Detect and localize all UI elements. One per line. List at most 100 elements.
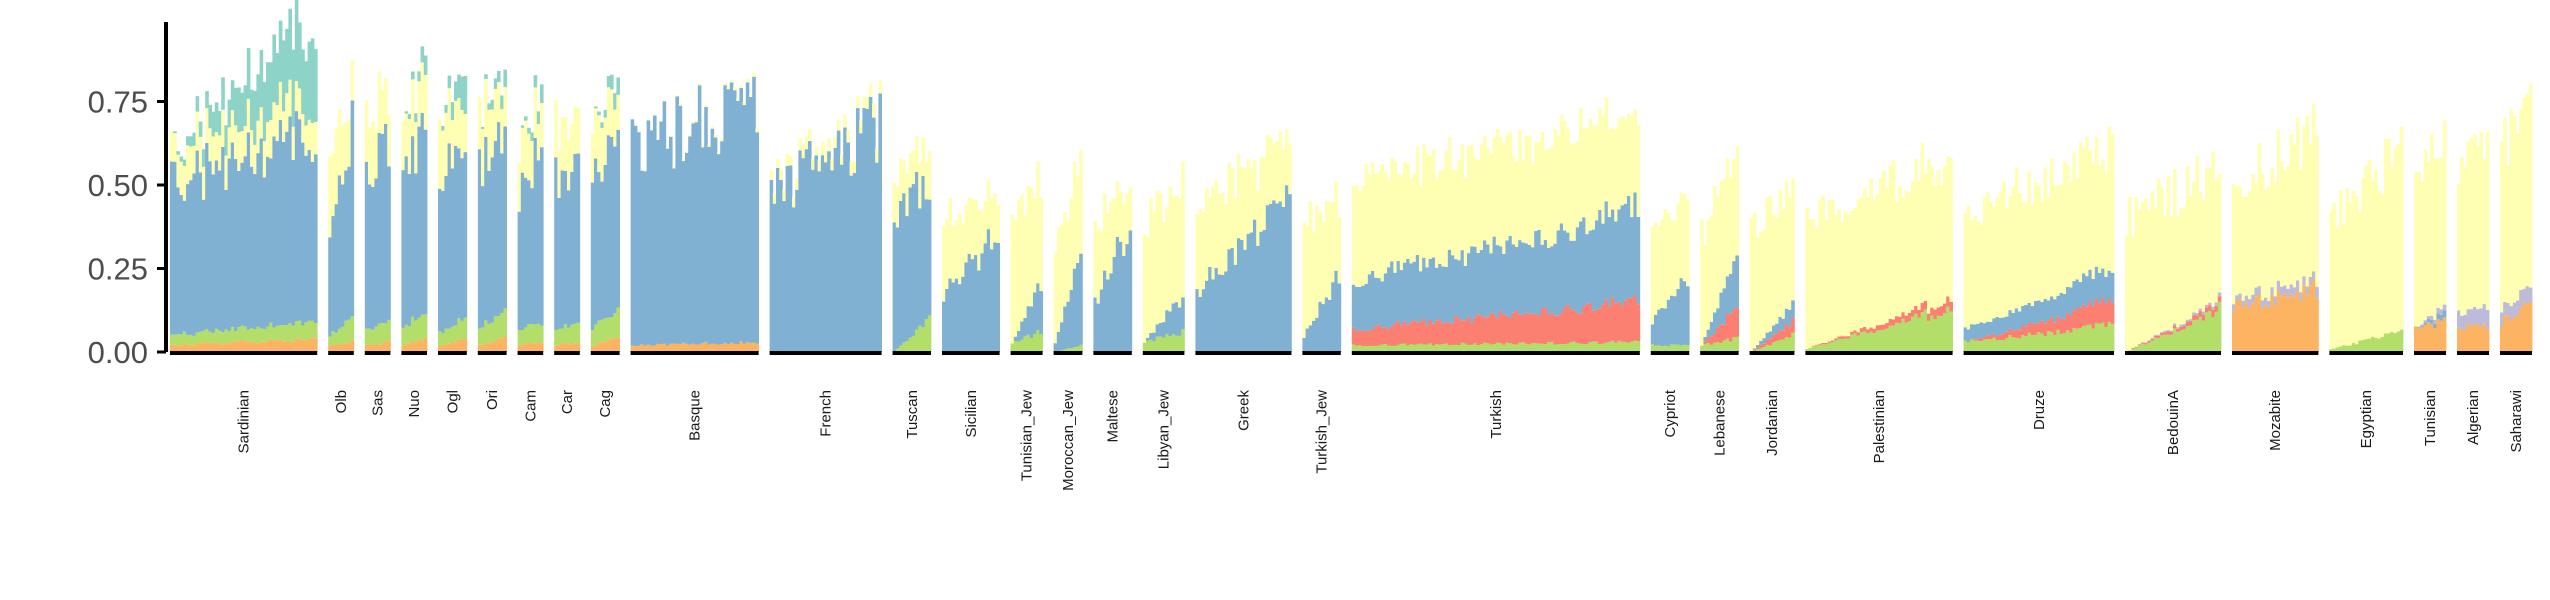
bar-segment-yellow (2144, 198, 2148, 343)
bar-segment-blue (237, 170, 241, 328)
individual-bar (633, 125, 638, 352)
bar-segment-blue (1585, 234, 1589, 304)
bar-segment-yellow (1992, 206, 1996, 319)
bar-segment-blue (1053, 343, 1058, 352)
bar-segment-blue (701, 147, 705, 343)
bar-segment-red (1911, 309, 1915, 317)
bar-segment-yellow (606, 87, 611, 136)
bar-segment-green (2110, 323, 2115, 352)
bar-segment-red (2176, 328, 2180, 332)
individual-bar (2027, 171, 2032, 352)
bar-segment-green (563, 324, 568, 343)
bar-segment-orange (720, 344, 724, 352)
bar-segment-red (1818, 343, 1822, 345)
bar-segment-blue (454, 145, 458, 326)
bar-segment-green (2205, 312, 2209, 352)
bar-segment-blue (808, 141, 812, 352)
bar-segment-green (2345, 345, 2349, 352)
individual-bar (613, 93, 617, 352)
bar-segment-orange (374, 344, 378, 352)
bar-segment-yellow (2046, 197, 2051, 301)
bar-segment-green (1970, 339, 1974, 352)
bar-segment-red (1923, 300, 1928, 310)
bar-segment-blue (2072, 281, 2076, 311)
bar-segment-yellow (497, 82, 501, 123)
bar-segment-orange (745, 342, 750, 352)
bar-segment-yellow (1620, 116, 1625, 206)
bar-segment-yellow (573, 106, 577, 154)
bar-segment-green (1636, 341, 1641, 352)
bar-segment-yellow (250, 130, 254, 167)
bar-segment-yellow (1457, 159, 1461, 261)
bar-segment-yellow (1725, 158, 1730, 277)
bar-segment-orange (2506, 315, 2510, 352)
bar-segment-blue (1275, 203, 1279, 352)
individual-bar (678, 104, 683, 352)
bar-segment-yellow (2390, 166, 2394, 332)
bar-segment-blue (2101, 268, 2105, 298)
bar-segment-blue (1614, 221, 1618, 304)
bar-segment-green (331, 331, 335, 345)
bar-segment-yellow (477, 96, 482, 150)
bar-segment-green (2329, 349, 2333, 352)
individual-bar (1553, 128, 1557, 352)
bar-segment-blue (1663, 308, 1668, 346)
individual-bar (827, 138, 831, 352)
bar-segment-green (2192, 320, 2196, 352)
bar-segment-orange (314, 338, 318, 352)
individual-bar (1585, 128, 1589, 352)
bar-segment-yellow (420, 62, 425, 113)
bar-segment-yellow (2374, 169, 2378, 338)
bar-segment-yellow (2280, 161, 2284, 287)
bar-segment-yellow (1732, 158, 1736, 262)
bar-segment-yellow (613, 109, 617, 147)
bar-segment-red (1735, 307, 1739, 337)
bar-segment-green (2387, 333, 2391, 352)
individual-bar (2002, 181, 2006, 352)
bar-segment-orange (221, 344, 225, 352)
bar-segment-red (1428, 319, 1433, 344)
bar-segment-yellow (945, 218, 949, 289)
population-group-egyptian (2329, 127, 2404, 352)
bar-segment-yellow (2053, 185, 2057, 300)
bar-segment-yellow (454, 100, 458, 146)
bar-segment-yellow (384, 78, 388, 124)
bar-segment-yellow (189, 146, 193, 181)
bar-segment-blue (685, 152, 689, 344)
individual-bar (1155, 190, 1160, 352)
bar-segment-yellow (1023, 215, 1027, 318)
individual-bar (733, 87, 737, 352)
bar-segment-green (1682, 344, 1687, 352)
population-group-palestinian (1805, 143, 1953, 352)
bar-segment-yellow (2107, 126, 2112, 271)
bar-segment-yellow (1995, 197, 2000, 317)
individual-bar (1595, 125, 1599, 352)
individual-bar (1181, 161, 1185, 352)
bar-segment-purple (2232, 304, 2236, 311)
bar-segment-yellow (961, 223, 965, 277)
bar-segment-green (2371, 336, 2375, 352)
bar-segment-blue (2018, 311, 2022, 331)
bar-segment-yellow (2238, 187, 2242, 294)
bar-segment-blue (1331, 282, 1335, 352)
bar-segment-green (1920, 312, 1925, 352)
bar-segment-red (1412, 320, 1417, 345)
bar-segment-green (1657, 345, 1661, 352)
bar-segment-orange (567, 344, 571, 352)
individual-bar (457, 74, 461, 352)
y-tick-label: 0.50 (88, 168, 148, 203)
individual-bar (1467, 146, 1471, 352)
bar-segment-yellow (2335, 227, 2340, 348)
individual-bar (1499, 137, 1503, 352)
bar-segment-blue (240, 162, 244, 326)
bar-segment-yellow (1933, 185, 1937, 310)
bar-segment-blue (1791, 300, 1795, 318)
bar-segment-purple (2257, 286, 2262, 295)
bar-segment-yellow (2516, 133, 2520, 301)
individual-bar (1663, 209, 1668, 352)
individual-bar (1920, 143, 1925, 352)
bar-segment-yellow (729, 79, 734, 83)
bar-segment-green (444, 328, 448, 345)
individual-bar (1620, 116, 1625, 352)
bar-segment-green (1556, 344, 1561, 352)
